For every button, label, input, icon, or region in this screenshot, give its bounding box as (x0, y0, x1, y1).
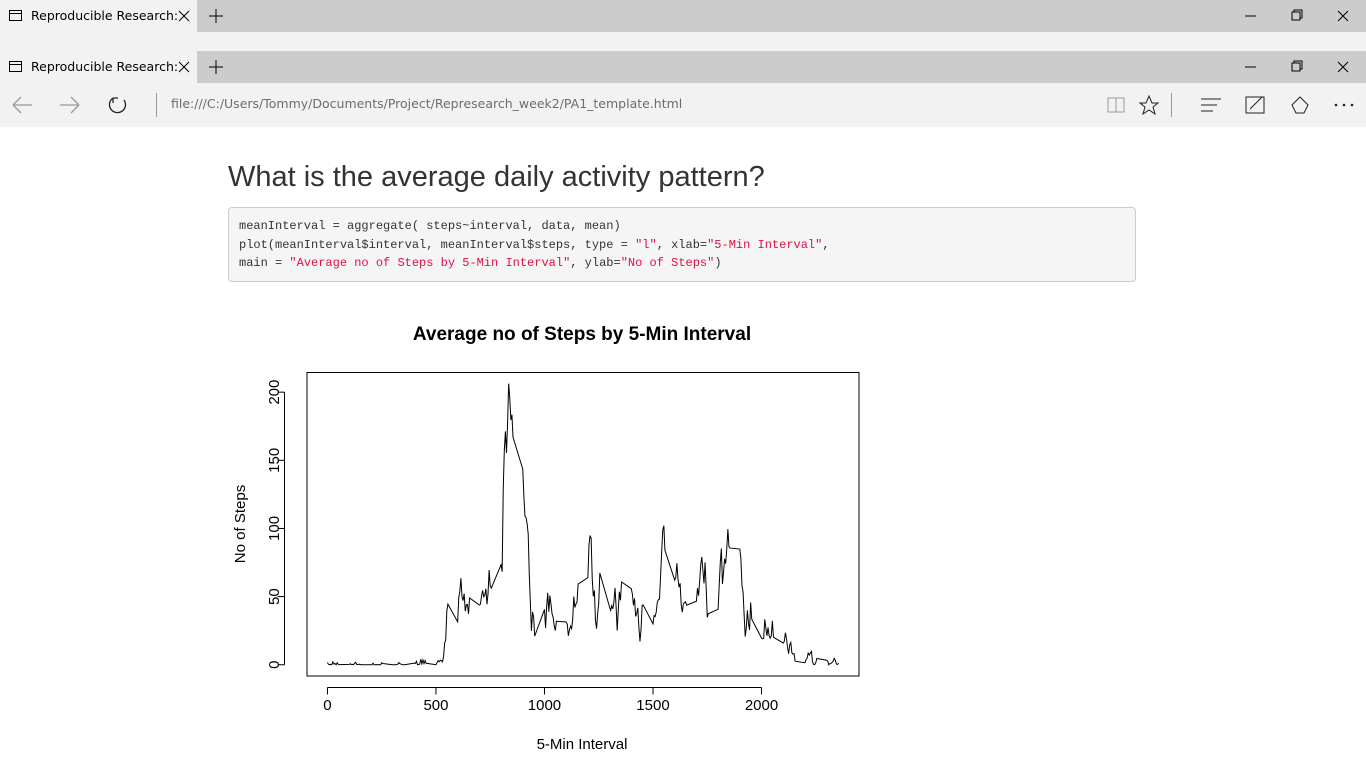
plot-box (306, 372, 860, 677)
y-axis-label: No of Steps (232, 485, 249, 563)
new-tab[interactable] (209, 60, 223, 74)
code-token: , ylab= (570, 256, 621, 270)
forward-button[interactable] (60, 96, 80, 114)
code-token: ) (714, 256, 722, 270)
y-tick-label: 100 (266, 516, 283, 541)
tab-title: Reproducible Research: (31, 8, 179, 23)
x-tick-label: 1500 (636, 697, 669, 714)
reading-view[interactable] (1107, 97, 1125, 113)
close-tab[interactable] (178, 61, 190, 73)
code-token: plot(meanInterval$interval, meanInterval… (239, 237, 636, 252)
code-block: meanInterval = aggregate( steps~interval… (228, 207, 1136, 282)
window-controls[interactable] (1240, 8, 1356, 24)
x-tick-label: 2000 (745, 697, 778, 714)
data-line (327, 383, 839, 666)
code-token: meanInterval = aggregate( steps~interval… (239, 219, 621, 233)
y-tick-label: 150 (266, 448, 283, 473)
y-tick-label: 200 (266, 380, 283, 405)
code-line: plot(meanInterval$interval, meanInterval… (239, 238, 830, 252)
code-token: "5-Min Interval" (707, 237, 823, 252)
code-line: main = "Average no of Steps by 5-Min Int… (239, 256, 722, 270)
tab-title: Reproducible Research: (31, 59, 179, 74)
x-axis-label: 5-Min Interval (537, 736, 628, 753)
address-bar: file:///C:/Users/Tommy/Documents/Project… (0, 83, 1366, 127)
hub[interactable] (1201, 98, 1221, 112)
x-tick-label: 500 (423, 697, 448, 714)
code-token: , xlab= (656, 237, 708, 252)
web-note[interactable] (1245, 96, 1265, 114)
url[interactable]: file:///C:/Users/Tommy/Documents/Project… (171, 96, 683, 111)
refresh-button[interactable] (108, 97, 127, 114)
code-token: "Average no of Steps by 5-Min Interval" (289, 256, 571, 270)
address-bar-behind (0, 32, 1366, 51)
toolbar-icons (12, 93, 1354, 117)
new-tab[interactable] (209, 9, 223, 23)
y-tick-label: 50 (266, 588, 283, 605)
heading: What is the average daily activity patte… (228, 161, 765, 193)
more[interactable] (1334, 103, 1354, 107)
favorite[interactable] (1138, 94, 1160, 116)
tab-bar: Reproducible Research: (0, 0, 1366, 32)
tab[interactable]: Reproducible Research: (0, 0, 197, 32)
tab[interactable]: Reproducible Research: (0, 51, 197, 83)
tab-bar: Reproducible Research: (0, 51, 1366, 83)
chart-title: Average no of Steps by 5-Min Interval (413, 324, 751, 345)
x-tick-label: 1000 (528, 697, 561, 714)
back-button[interactable] (12, 96, 32, 114)
tab-icon (9, 10, 22, 21)
y-tick-label: 0 (266, 661, 283, 669)
code-token: "No of Steps" (620, 256, 715, 270)
window-controls[interactable] (1240, 59, 1356, 75)
code-token: , (822, 237, 830, 252)
share[interactable] (1291, 96, 1309, 114)
code-token: main = (239, 256, 290, 270)
code-token: "l" (635, 237, 657, 252)
x-tick-label: 0 (323, 697, 331, 714)
tab-icon (9, 61, 22, 72)
close-tab[interactable] (178, 10, 190, 22)
code-line: meanInterval = aggregate( steps~interval… (239, 219, 621, 233)
